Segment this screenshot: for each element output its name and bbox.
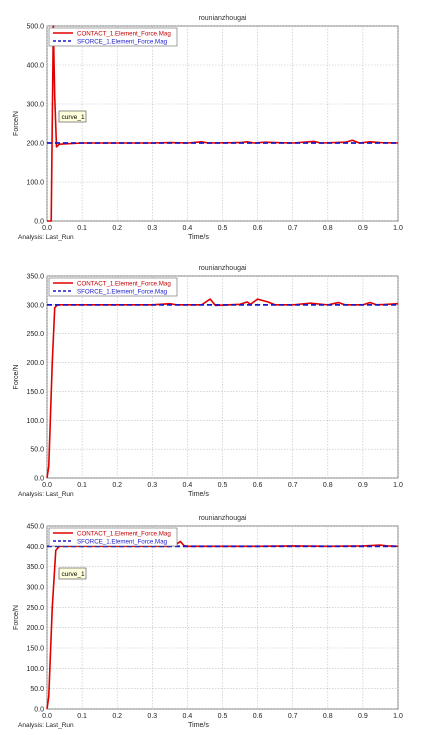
analysis-label: Analysis: Last_Run xyxy=(18,491,74,498)
analysis-label: Analysis: Last_Run xyxy=(18,722,74,729)
y-tick-label: 450.0 xyxy=(26,524,44,531)
y-tick-label: 250.0 xyxy=(26,331,44,338)
y-tick-label: 50.0 xyxy=(30,447,44,454)
legend-box xyxy=(48,277,178,297)
y-tick-label: 400.0 xyxy=(26,63,44,70)
x-tick-label: 0.5 xyxy=(218,482,228,489)
x-tick-label: 0.7 xyxy=(288,713,298,720)
x-tick-label: 1.0 xyxy=(393,225,403,232)
x-tick-label: 0.2 xyxy=(112,225,122,232)
x-tick-label: 0.9 xyxy=(358,713,368,720)
chart-group: rounianzhougai 0.0 50.0 100.0 150.0 200.0 250.… xyxy=(13,515,403,729)
x-tick-label: 0.3 xyxy=(147,225,157,232)
y-tick-label: 200.0 xyxy=(26,360,44,367)
y-tick-label: 150.0 xyxy=(26,389,44,396)
x-tick-label: 0.9 xyxy=(358,225,368,232)
legend: CONTACT_1.Element_Force.MagSFORCE_1.Elem… xyxy=(48,27,178,47)
y-tick-label: 200.0 xyxy=(26,141,44,148)
x-axis-label: Time/s xyxy=(188,722,209,729)
analysis-label: Analysis: Last_Run xyxy=(18,234,74,241)
y-tick-label: 400.0 xyxy=(26,544,44,551)
y-tick-label: 100.0 xyxy=(26,180,44,187)
x-tick-label: 0.0 xyxy=(42,225,52,232)
legend: CONTACT_1.Element_Force.MagSFORCE_1.Elem… xyxy=(48,527,178,547)
force-chart-1: rounianzhougai 0.0 100.0 200.0 300.0 400.0 500… xyxy=(13,15,403,241)
annotation-box xyxy=(58,110,87,123)
y-tick-label: 300.0 xyxy=(26,302,44,309)
y-tick-label: 300.0 xyxy=(26,102,44,109)
series-line xyxy=(46,298,399,479)
x-tick-label: 0.4 xyxy=(183,225,193,232)
force-chart-3: rounianzhougai 0.0 50.0 100.0 150.0 200.0 250.… xyxy=(13,515,403,729)
y-axis-label: Force/N xyxy=(13,365,20,390)
x-axis-label: Time/s xyxy=(188,234,209,241)
y-axis-label: Force/N xyxy=(13,111,20,136)
x-tick-label: 0.7 xyxy=(288,482,298,489)
legend-entry: CONTACT_1.Element_Force.Mag xyxy=(77,30,171,37)
y-tick-label: 0.0 xyxy=(34,476,44,483)
legend-entry: CONTACT_1.Element_Force.Mag xyxy=(77,280,171,287)
x-tick-label: 0.4 xyxy=(183,482,193,489)
y-tick-label: 350.0 xyxy=(26,274,44,281)
x-tick-label: 0.8 xyxy=(323,225,333,232)
x-tick-label: 0.9 xyxy=(358,482,368,489)
x-tick-label: 0.1 xyxy=(77,225,87,232)
series-1 xyxy=(46,298,399,479)
annotation-box xyxy=(58,567,87,580)
x-tick-label: 0.4 xyxy=(183,713,193,720)
x-tick-label: 0.3 xyxy=(147,482,157,489)
chart-group: rounianzhougai 0.0 100.0 200.0 300.0 400.0 500… xyxy=(13,15,403,241)
chart-title: rounianzhougai xyxy=(199,15,247,22)
legend-box xyxy=(48,27,178,47)
x-tick-label: 0.8 xyxy=(323,482,333,489)
curve-annotation: curve_1 xyxy=(62,571,86,578)
y-tick-label: 200.0 xyxy=(26,625,44,632)
y-tick-label: 100.0 xyxy=(26,666,44,673)
x-tick-label: 0.6 xyxy=(253,482,263,489)
curve-annotation: curve_1 xyxy=(62,114,86,121)
legend-entry: SFORCE_1.Element_Force.Mag xyxy=(77,288,168,295)
x-tick-label: 0.3 xyxy=(147,713,157,720)
x-tick-label: 0.6 xyxy=(253,713,263,720)
y-tick-label: 0.0 xyxy=(34,707,44,714)
chart-title: rounianzhougai xyxy=(199,515,247,522)
x-tick-label: 0.5 xyxy=(218,713,228,720)
x-tick-label: 0.7 xyxy=(288,225,298,232)
y-tick-label: 500.0 xyxy=(26,24,44,31)
x-tick-label: 1.0 xyxy=(393,713,403,720)
x-tick-label: 0.0 xyxy=(42,482,52,489)
x-tick-label: 0.8 xyxy=(323,713,333,720)
y-tick-label: 0.0 xyxy=(34,219,44,226)
x-tick-label: 0.2 xyxy=(112,482,122,489)
legend-entry: SFORCE_1.Element_Force.Mag xyxy=(77,538,168,545)
x-tick-label: 0.6 xyxy=(253,225,263,232)
y-tick-label: 50.0 xyxy=(30,686,44,693)
y-tick-label: 250.0 xyxy=(26,605,44,612)
y-tick-label: 100.0 xyxy=(26,418,44,425)
chart-group: rounianzhougai 0.0 50.0 100.0 150.0 200.0 250.… xyxy=(13,265,403,498)
x-tick-label: 1.0 xyxy=(393,482,403,489)
y-tick-label: 300.0 xyxy=(26,585,44,592)
y-axis-label: Force/N xyxy=(13,605,20,630)
chart-title: rounianzhougai xyxy=(199,265,247,272)
legend-entry: SFORCE_1.Element_Force.Mag xyxy=(77,38,168,45)
x-tick-label: 0.1 xyxy=(77,482,87,489)
legend-entry: CONTACT_1.Element_Force.Mag xyxy=(77,530,171,537)
x-tick-label: 0.2 xyxy=(112,713,122,720)
force-chart-2: rounianzhougai 0.0 50.0 100.0 150.0 200.0 250.… xyxy=(13,265,403,498)
legend-box xyxy=(48,527,178,547)
x-axis-label: Time/s xyxy=(188,491,209,498)
x-tick-label: 0.5 xyxy=(218,225,228,232)
x-tick-label: 0.0 xyxy=(42,713,52,720)
y-tick-label: 350.0 xyxy=(26,564,44,571)
legend: CONTACT_1.Element_Force.MagSFORCE_1.Elem… xyxy=(48,277,178,297)
x-tick-label: 0.1 xyxy=(77,713,87,720)
y-tick-label: 150.0 xyxy=(26,646,44,653)
